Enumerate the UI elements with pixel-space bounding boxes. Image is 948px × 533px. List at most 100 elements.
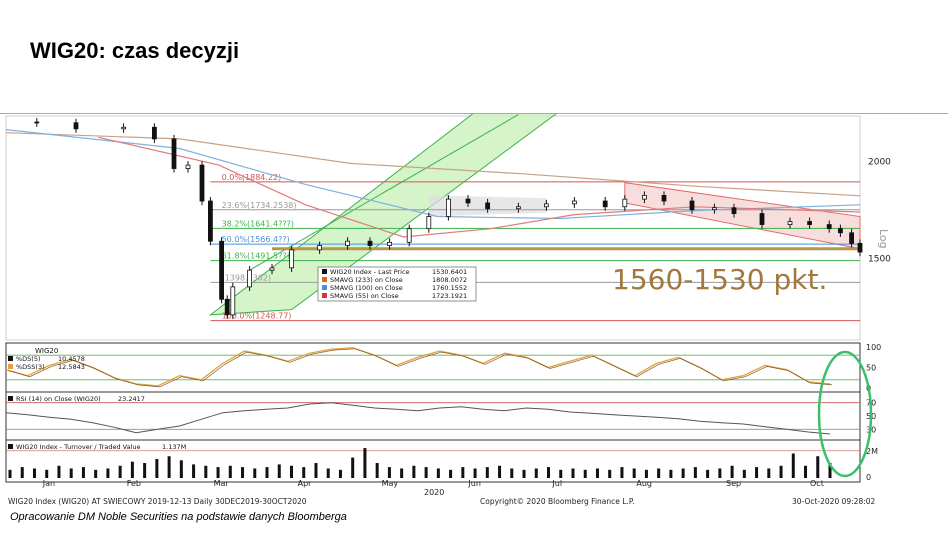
volume-pane: 2M 0 WIG20 Index - Turnover / Traded Value… bbox=[5, 439, 878, 483]
fib-label: 100.0%(1248.77) bbox=[222, 312, 292, 321]
volume-bar bbox=[767, 468, 771, 478]
candle-body bbox=[826, 224, 832, 230]
volume-bar bbox=[498, 465, 502, 478]
volume-bar bbox=[375, 463, 379, 478]
volume-bar bbox=[681, 468, 685, 478]
moving-average-line bbox=[5, 132, 861, 197]
candle-body bbox=[572, 200, 577, 205]
volume-bar bbox=[461, 467, 465, 478]
volume-bar bbox=[277, 464, 281, 478]
log-scale-label: Log bbox=[877, 229, 890, 249]
volume-bar bbox=[693, 467, 697, 478]
volume-bar bbox=[804, 465, 808, 478]
candle-body bbox=[207, 200, 213, 242]
legend-swatch bbox=[322, 285, 327, 290]
month-tick-label: Jan bbox=[42, 479, 55, 488]
candle-body bbox=[73, 122, 79, 130]
volume-bar bbox=[192, 464, 196, 478]
legend-entry-value: 1723.1921 bbox=[432, 292, 467, 300]
candle-body bbox=[465, 198, 471, 204]
volume-bar bbox=[510, 468, 514, 478]
candle-body bbox=[345, 240, 351, 246]
candle-body bbox=[689, 200, 695, 211]
fib-label: 0.0%(1884.22) bbox=[222, 173, 282, 182]
price-tick-label: 1500 bbox=[868, 255, 891, 265]
volume-bar bbox=[81, 467, 85, 478]
volume-bar bbox=[45, 469, 49, 478]
candle-body bbox=[269, 267, 275, 271]
moving-average-line bbox=[98, 136, 861, 238]
candle-body bbox=[807, 221, 812, 225]
footer-left: WIG20 Index (WIG20) AT SWIECOWY 2019-12-… bbox=[8, 497, 307, 506]
rsi-line bbox=[5, 402, 831, 435]
legend-box bbox=[317, 266, 477, 302]
volume-label: WIG20 Index - Turnover / Traded Value bbox=[16, 443, 141, 451]
moving-average-line bbox=[5, 129, 861, 220]
stochastics-series-name: %DSS(3) bbox=[16, 363, 45, 371]
volume-bar bbox=[424, 467, 428, 478]
candle-body bbox=[406, 228, 412, 243]
candle-body bbox=[367, 240, 373, 246]
legend-swatch bbox=[322, 293, 327, 298]
volume-bar bbox=[363, 448, 367, 478]
volume-bar bbox=[473, 468, 477, 478]
volume-bar bbox=[228, 465, 232, 478]
time-axis: Jan Feb Mar Apr May Jun Jul Aug Sep Oct 2020 WIG20 … bbox=[8, 479, 876, 506]
volume-bar bbox=[338, 469, 342, 478]
stochastics-ds-line bbox=[7, 348, 833, 388]
legend-entry-value: 1760.1552 bbox=[432, 284, 467, 292]
volume-bar bbox=[326, 468, 330, 478]
month-tick-label: Apr bbox=[298, 479, 313, 488]
volume-bar bbox=[522, 469, 526, 478]
stochastics-frame bbox=[5, 342, 861, 393]
volume-bar bbox=[106, 468, 110, 478]
overlay: 1560-1530 pkt. bbox=[612, 263, 873, 478]
volume-bar bbox=[559, 469, 563, 478]
volume-bar bbox=[8, 469, 12, 478]
volume-bar bbox=[620, 467, 624, 478]
month-tick-label: Jun bbox=[467, 479, 481, 488]
volume-bar bbox=[351, 457, 355, 478]
candle-body bbox=[224, 298, 230, 316]
rsi-swatch bbox=[8, 396, 13, 401]
candle-body bbox=[387, 241, 393, 246]
support-annotation: 1560-1530 pkt. bbox=[612, 263, 827, 296]
volume-bar bbox=[436, 468, 440, 478]
volume-bar bbox=[57, 465, 61, 478]
volume-bar bbox=[289, 465, 293, 478]
volume-bar bbox=[485, 467, 489, 478]
volume-bar bbox=[534, 468, 538, 478]
downtrend-channel bbox=[624, 182, 861, 250]
volume-bar bbox=[241, 467, 245, 478]
volume-bar bbox=[828, 463, 832, 478]
volume-bar bbox=[400, 468, 404, 478]
uptrend-channel bbox=[208, 114, 557, 316]
fib-label: 50.0%(1566.4??) bbox=[222, 235, 290, 244]
price-tick-label: 2000 bbox=[868, 158, 891, 168]
volume-bar bbox=[718, 468, 722, 478]
price-pane: 0.0%(1884.22) 23.6%(1734.2538) 38.2%(1641.… bbox=[5, 114, 891, 341]
legend-entry-name: SMAVG (233) on Close bbox=[330, 276, 403, 284]
volume-bar bbox=[387, 467, 391, 478]
month-tick-label: May bbox=[382, 479, 399, 488]
volume-swatch bbox=[8, 444, 13, 449]
candle-body bbox=[849, 232, 854, 244]
volume-bar bbox=[130, 461, 134, 478]
candle-body bbox=[712, 207, 717, 211]
volume-bar bbox=[204, 465, 208, 478]
candle-body bbox=[289, 249, 295, 269]
fib-label: 23.6%(1734.2538) bbox=[222, 201, 297, 210]
source-note: Opracowanie DM Noble Securities na podst… bbox=[10, 511, 347, 523]
volume-bar bbox=[742, 469, 746, 478]
volume-bar bbox=[779, 465, 783, 478]
uptrend-midline bbox=[249, 114, 519, 271]
volume-tick: 2M bbox=[866, 447, 878, 456]
candle-body bbox=[445, 198, 451, 217]
candle-body bbox=[622, 198, 628, 208]
candle-body bbox=[426, 216, 432, 230]
candle-body bbox=[544, 203, 549, 208]
volume-bar bbox=[547, 467, 551, 478]
candle-body bbox=[151, 126, 157, 140]
footer-center: Copyright© 2020 Bloomberg Finance L.P. bbox=[480, 497, 635, 506]
slide-title: WIG20: czas decyzji bbox=[30, 38, 240, 63]
